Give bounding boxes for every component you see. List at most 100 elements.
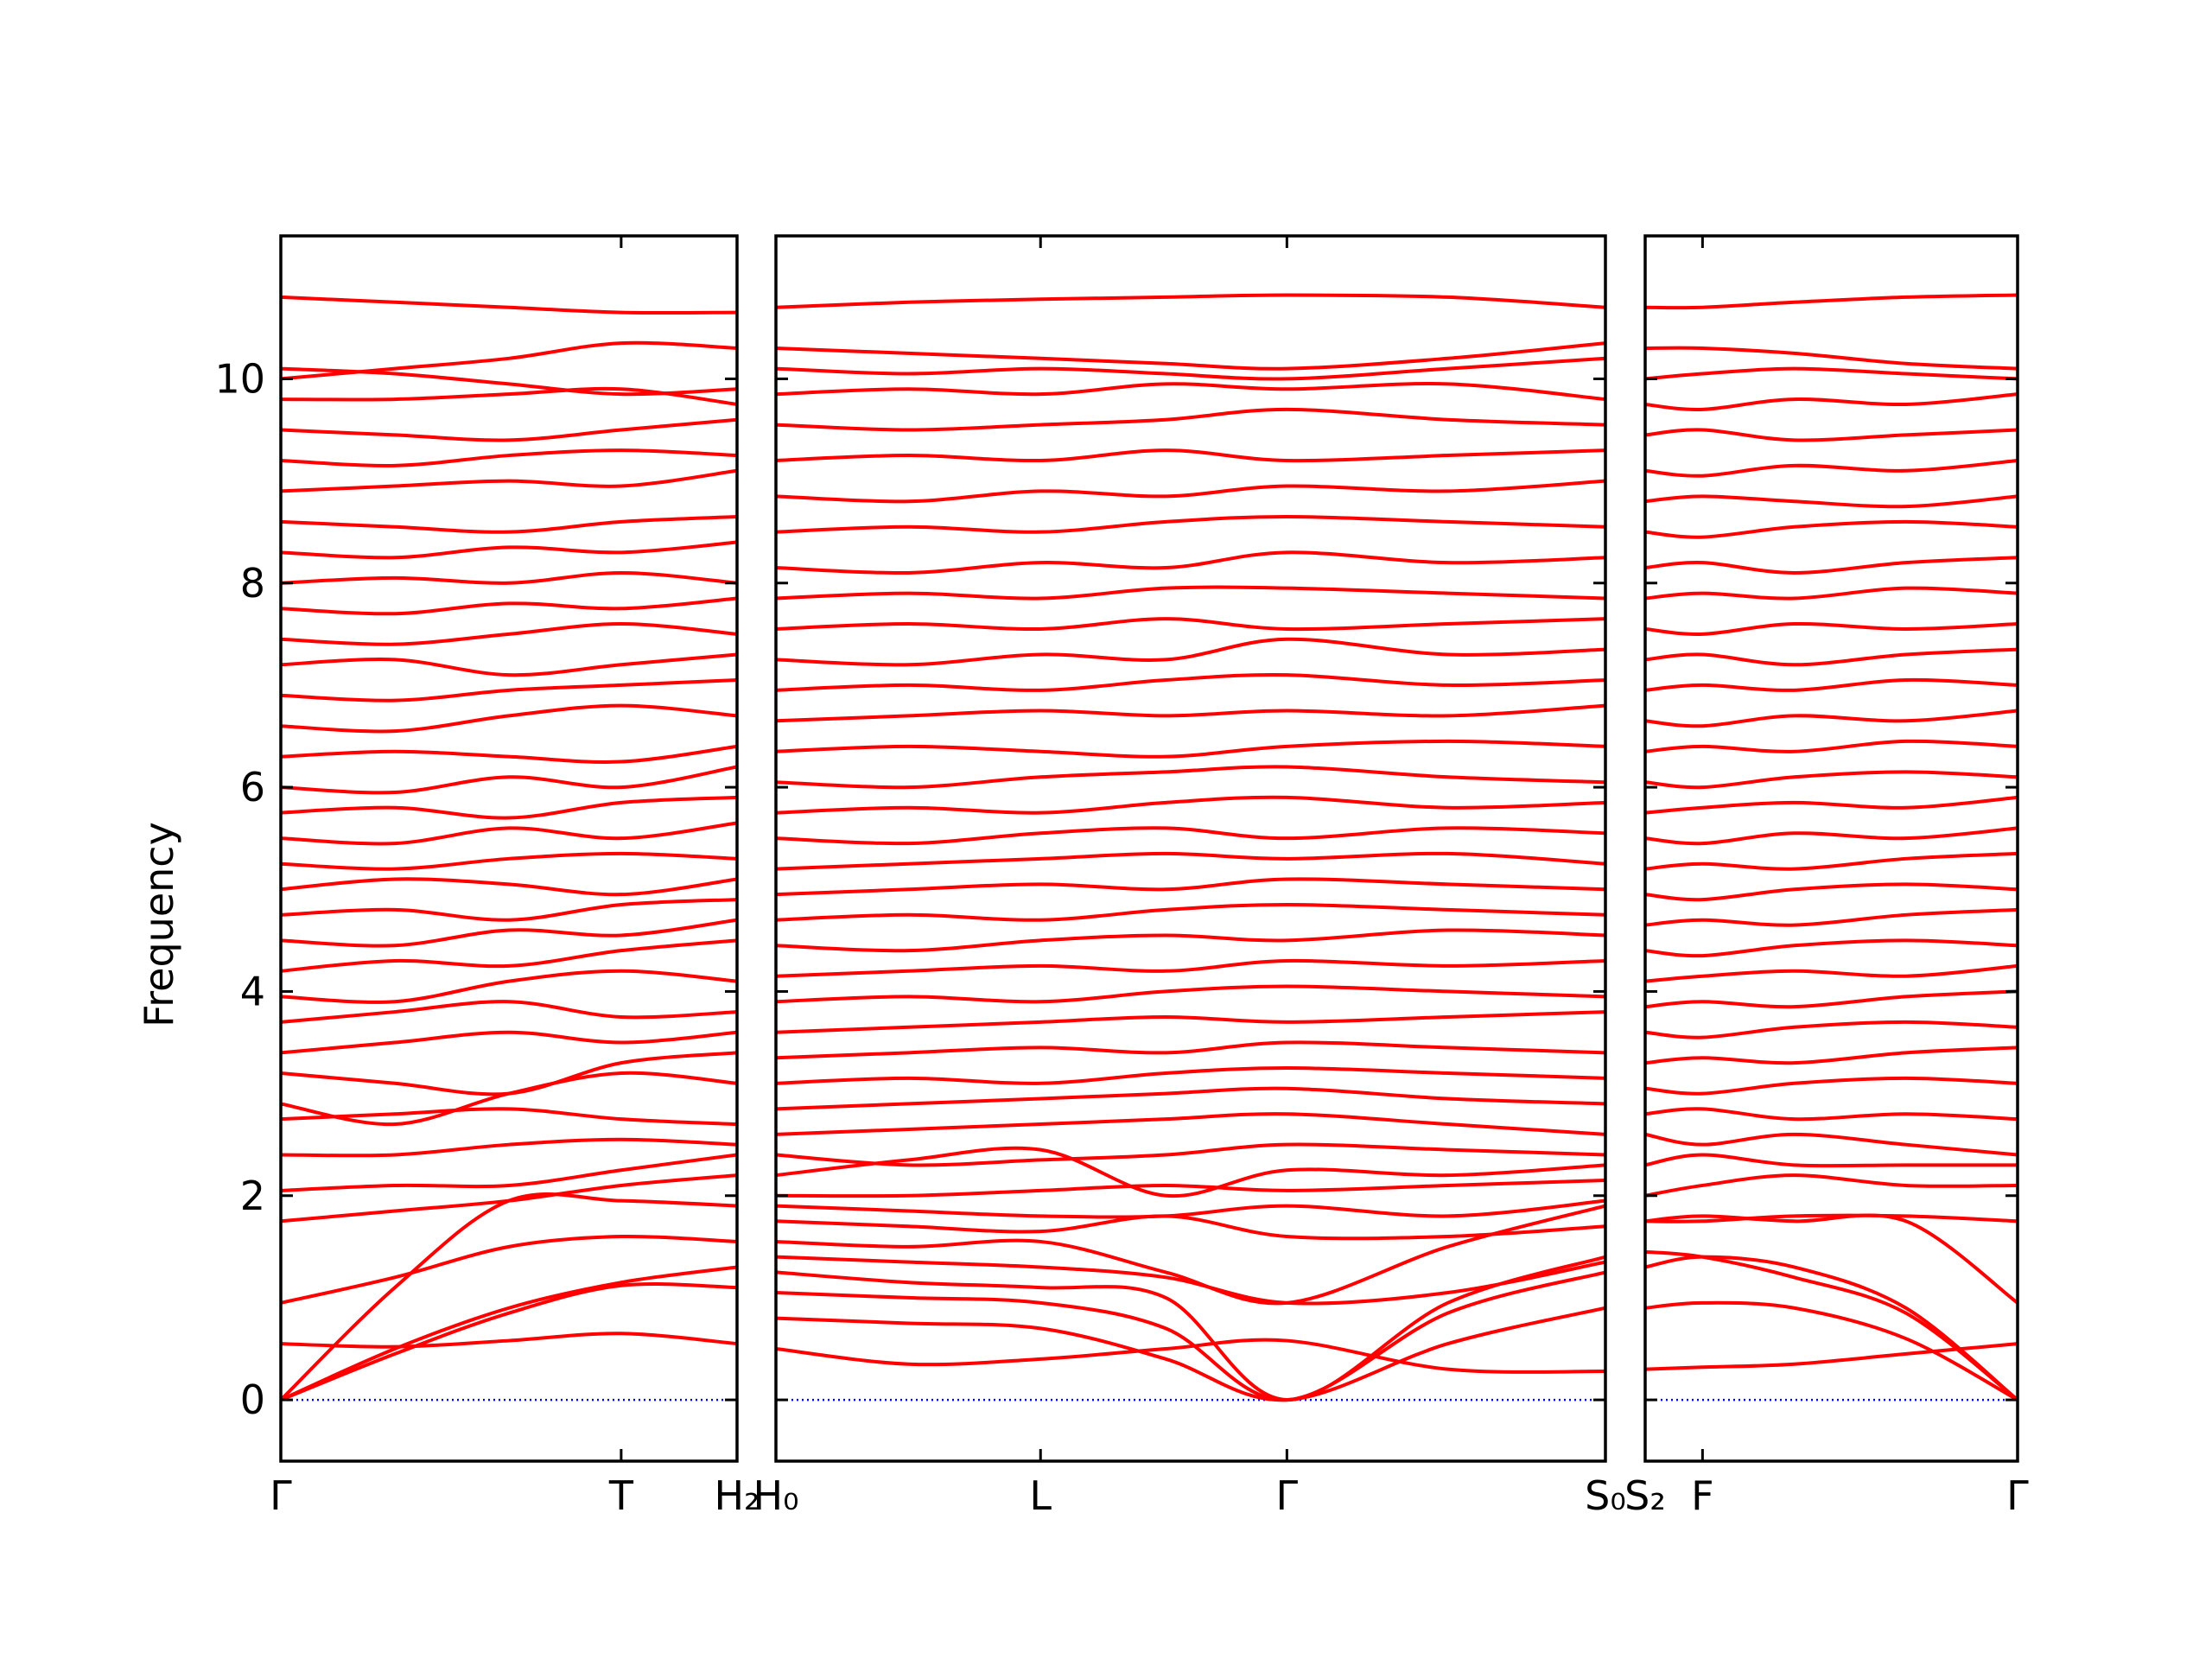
band-line (281, 1051, 737, 1096)
band-line (281, 969, 737, 1004)
band-line (1645, 677, 2018, 692)
band-line (1645, 494, 2018, 509)
band-line (1645, 709, 2018, 728)
band-line (776, 1086, 1605, 1111)
band-line (1645, 621, 2018, 636)
band-line (281, 468, 737, 493)
band-line (1645, 1153, 2018, 1168)
band-line (281, 340, 737, 381)
band-line (1645, 739, 2018, 753)
y-tick-label: 0 (240, 1376, 265, 1423)
band-line (1645, 851, 2018, 871)
band-line (776, 617, 1605, 632)
band-line (776, 293, 1605, 309)
band-line (281, 1030, 737, 1055)
band-line (281, 1107, 737, 1127)
band-line (776, 550, 1605, 575)
x-tick-label: S₂ (1624, 1472, 1666, 1519)
band-line (776, 1198, 1605, 1219)
band-line (1645, 795, 2018, 815)
y-tick-label: 10 (214, 355, 265, 402)
band-line (1645, 1213, 2018, 1224)
band-line (776, 1112, 1605, 1136)
y-tick-label: 8 (240, 560, 265, 607)
x-tick-label: T (608, 1472, 634, 1519)
band-line (1645, 1300, 2018, 1402)
band-line (1645, 1107, 2018, 1122)
band-line (776, 1040, 1605, 1060)
band-line (1645, 1213, 2018, 1305)
plot-area (776, 293, 1605, 1402)
band-line (776, 984, 1605, 1004)
band-line (776, 765, 1605, 790)
panel-frame (1643, 234, 2019, 1463)
plot-area (281, 295, 737, 1402)
band-line (1645, 1249, 2018, 1402)
band-line (1645, 647, 2018, 667)
band-line (1645, 366, 2018, 381)
band-line (281, 765, 737, 795)
band-line (1645, 556, 2018, 575)
band-line (776, 479, 1605, 504)
band-line (1645, 1046, 2018, 1065)
band-line (776, 958, 1605, 978)
band-line (281, 877, 737, 897)
band-line (281, 898, 737, 922)
band-line (281, 514, 737, 534)
band-line (1645, 1255, 2018, 1402)
band-line (776, 851, 1605, 871)
band-line (776, 1270, 1605, 1402)
band-line (776, 1204, 1605, 1306)
band-line (281, 1137, 737, 1158)
band-line (776, 382, 1605, 402)
band-line (281, 1281, 737, 1402)
band-line (1645, 519, 2018, 539)
band-line (776, 672, 1605, 692)
band-line (281, 1153, 737, 1192)
band-line (1645, 1173, 2018, 1198)
band-line (776, 902, 1605, 922)
band-line (281, 744, 737, 764)
band-line (776, 1142, 1605, 1167)
band-line (281, 851, 737, 871)
band-line (281, 417, 737, 442)
band-line (776, 795, 1605, 815)
band-line (776, 407, 1605, 432)
panel-frame (774, 234, 1607, 1463)
band-line (281, 1234, 737, 1305)
band-line (776, 514, 1605, 534)
band-line (776, 637, 1605, 667)
band-line (281, 918, 737, 948)
band-line (776, 826, 1605, 846)
band-line (776, 1255, 1605, 1402)
band-line (281, 448, 737, 467)
band-line (281, 821, 737, 846)
x-tick-label: Γ (2006, 1472, 2029, 1519)
band-line (1645, 963, 2018, 983)
band-line (281, 678, 737, 702)
band-line (1645, 770, 2018, 790)
band-line (776, 1066, 1605, 1085)
x-tick-label: Γ (270, 1472, 292, 1519)
y-tick-label: 6 (240, 764, 265, 810)
band-line (281, 596, 737, 616)
band-line (776, 1338, 1605, 1374)
y-tick-label: 4 (240, 968, 265, 1014)
band-line (1645, 428, 2018, 442)
band-line (281, 1332, 737, 1349)
band-line (1645, 346, 2018, 371)
x-tick-label: L (1029, 1472, 1052, 1519)
y-axis-label: Frequency (136, 822, 182, 1027)
band-line (776, 928, 1605, 953)
band-line (1645, 1076, 2018, 1096)
band-line (776, 877, 1605, 897)
band-line (1645, 1342, 2018, 1371)
band-line (281, 938, 737, 973)
band-line (281, 386, 737, 406)
band-line (1645, 989, 2018, 1009)
x-tick-label: H₀ (753, 1472, 798, 1519)
band-line (1645, 392, 2018, 411)
band-line (776, 1146, 1605, 1198)
x-tick-label: F (1691, 1472, 1713, 1519)
